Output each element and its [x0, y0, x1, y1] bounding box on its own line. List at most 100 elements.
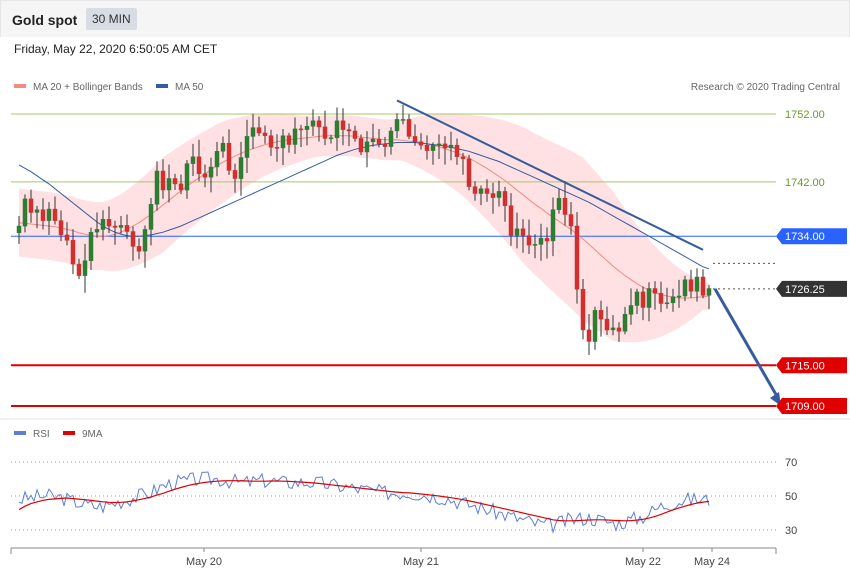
candle-body: [172, 178, 178, 185]
candle-body: [178, 183, 184, 191]
candle-body: [412, 136, 418, 143]
candle-body: [166, 178, 172, 191]
x-tick-label: May 22: [625, 556, 661, 568]
level-label-1734.00: 1734.00: [785, 231, 825, 243]
candle-body: [658, 293, 664, 304]
chart-datetime: Friday, May 22, 2020 6:50:05 AM CET: [14, 42, 218, 56]
candle-body: [700, 276, 706, 296]
candle-body: [190, 156, 196, 164]
candle-body: [268, 135, 274, 148]
candle-body: [64, 234, 70, 241]
candle-body: [550, 209, 556, 242]
level-tag-1709.00: [776, 398, 847, 414]
candle-body: [76, 263, 82, 276]
candle-body: [400, 119, 406, 121]
ma20-line: [18, 135, 710, 299]
candle-body: [136, 246, 142, 252]
legend-swatch-rsi: [14, 431, 26, 435]
chart-header: Gold spot 30 MIN: [0, 0, 850, 37]
candle-body: [70, 240, 76, 265]
candle-body: [280, 135, 286, 149]
chart-title: Gold spot: [12, 12, 78, 28]
candle-body: [604, 318, 610, 331]
candle-body: [346, 129, 352, 132]
candle-body: [568, 214, 574, 227]
levels-layer: 1752.00 1742.00 1734.00 1726.25 1715.00 1709.…: [713, 109, 847, 414]
candle-body: [142, 229, 148, 252]
candle-body: [478, 188, 484, 194]
level-tag-1715.00: [776, 357, 847, 374]
candle-body: [382, 143, 388, 147]
candle-body: [586, 329, 592, 342]
candle-body: [442, 143, 448, 149]
rsi-9ma-line: [18, 480, 710, 522]
rsi-line: [18, 471, 710, 535]
candle-body: [196, 156, 202, 175]
candle-body: [664, 302, 670, 305]
candle-body: [556, 197, 562, 210]
candle-body: [16, 225, 22, 234]
candle-body: [88, 231, 94, 261]
legend-rsi: RSI: [33, 429, 50, 440]
candle-body: [640, 291, 646, 308]
candle-body: [106, 219, 112, 227]
bollinger-band: [19, 113, 709, 343]
candle-body: [460, 156, 466, 160]
candle-body: [328, 137, 334, 140]
candle-body: [466, 158, 472, 187]
candle-body: [322, 126, 328, 139]
candle-body: [670, 296, 676, 304]
candle-body: [688, 279, 694, 292]
candle-body: [226, 142, 232, 171]
candle-body: [454, 144, 460, 157]
candle-body: [34, 209, 40, 213]
candle-body: [562, 197, 568, 215]
candle-body: [208, 166, 214, 178]
candle-body: [472, 186, 478, 194]
candle-body: [706, 288, 712, 296]
candle-body: [622, 314, 628, 332]
candle-body: [160, 170, 166, 191]
rsi-tick-50: 50: [785, 491, 797, 503]
candle-body: [310, 120, 316, 127]
candle-body: [646, 288, 652, 308]
candle-body: [292, 128, 298, 145]
candle-body: [244, 136, 250, 158]
candle-body: [250, 127, 256, 137]
level-label-1742.00: 1742.00: [785, 177, 825, 189]
legend-swatch-9ma: [63, 431, 75, 435]
x-tick-label: May 20: [186, 556, 222, 568]
candle-body: [46, 208, 52, 221]
level-tag-1726.25: [776, 280, 847, 297]
candle-body: [28, 198, 34, 213]
candle-body: [598, 310, 604, 320]
candle-body: [358, 138, 364, 153]
candle-body: [112, 225, 118, 228]
candle-body: [514, 228, 520, 236]
x-tick-label: May 24: [694, 556, 730, 568]
candle-body: [286, 135, 292, 145]
candle-body: [376, 138, 382, 145]
candle-body: [370, 138, 376, 143]
candle-body: [418, 141, 424, 146]
level-label-1726.25: 1726.25: [785, 284, 825, 296]
timeframe-badge[interactable]: 30 MIN: [86, 8, 137, 30]
rsi-layer: 70 50 30: [11, 457, 797, 537]
candle-body: [574, 225, 580, 290]
candle-body: [652, 288, 658, 294]
legend-9ma: 9MA: [82, 429, 103, 440]
candle-body: [436, 143, 442, 146]
candle-body: [508, 205, 514, 236]
forecast-arrow-head: [770, 392, 781, 406]
candle-body: [526, 235, 532, 246]
candle-body: [334, 120, 340, 139]
legend-swatch-ma50: [156, 84, 168, 88]
candle-body: [118, 225, 124, 228]
legend-swatch-ma-bb: [14, 84, 26, 88]
level-label-1752.00: 1752.00: [785, 109, 825, 121]
candle-body: [538, 238, 544, 245]
candle-body: [124, 225, 130, 232]
x-axis-ticks: May 20 May 21 May 22 May 24: [186, 548, 730, 568]
level-label-1715.00: 1715.00: [785, 360, 825, 372]
